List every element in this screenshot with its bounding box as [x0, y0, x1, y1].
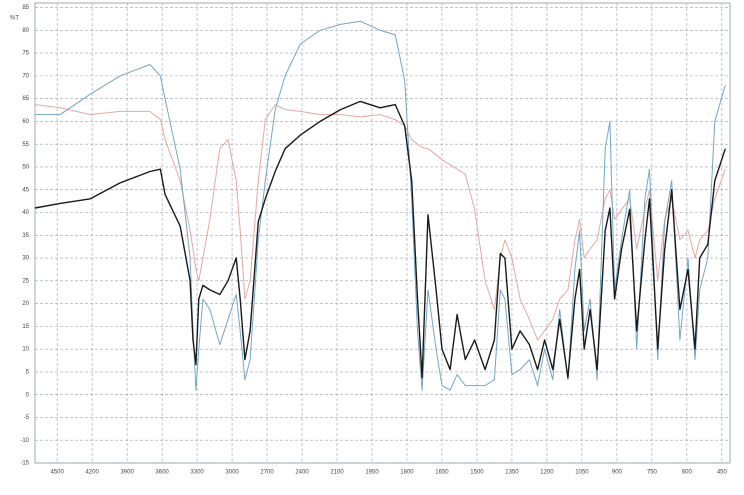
x-tick-label: 900 [612, 470, 623, 476]
x-tick-label: 1500 [470, 470, 484, 476]
y-tick-label: 80 [22, 28, 29, 34]
x-tick-label: 3900 [120, 470, 134, 476]
spectrum-line [34, 104, 726, 341]
y-tick-label: 35 [22, 233, 29, 239]
x-tick-label: 2700 [260, 470, 274, 476]
x-tick-label: 750 [647, 470, 658, 476]
y-tick-label: 70 [22, 73, 29, 79]
x-tick-label: 1200 [540, 470, 554, 476]
y-tick-label: 25 [22, 278, 29, 284]
x-tick-label: 600 [682, 470, 693, 476]
y-tick-label: 55 [22, 142, 29, 148]
y-tick-label: 10 [22, 347, 29, 353]
x-tick-label: 1800 [400, 470, 414, 476]
x-tick-label: 1950 [365, 470, 379, 476]
y-tick-label: 40 [22, 210, 29, 216]
x-tick-label: 4200 [85, 470, 99, 476]
x-tick-label: 1650 [435, 470, 449, 476]
spectrum-line [34, 100, 726, 379]
y-tick-label: 50 [22, 165, 29, 171]
y-tick-label: 15 [22, 324, 29, 330]
y-tick-label: 0 [26, 392, 30, 398]
x-tick-label: 450 [717, 470, 728, 476]
x-tick-label: 3600 [155, 470, 169, 476]
y-tick-label: -15 [20, 461, 29, 467]
x-tick-label: 2100 [330, 470, 344, 476]
y-axis-label: %T [10, 16, 19, 22]
x-tick-label: 1350 [505, 470, 519, 476]
y-tick-label: 45 [22, 187, 29, 193]
y-tick-label: 65 [22, 96, 29, 102]
y-tick-label: 5 [26, 369, 30, 375]
y-tick-label: 75 [22, 51, 29, 57]
y-tick-label: -10 [20, 438, 29, 444]
x-tick-label: 1050 [575, 470, 589, 476]
x-tick-label: 3000 [225, 470, 239, 476]
x-tick-label: 4500 [50, 470, 64, 476]
y-tick-label: 30 [22, 256, 29, 262]
y-tick-label: 20 [22, 301, 29, 307]
y-tick-label: 85 [22, 5, 29, 11]
x-tick-label: 3300 [190, 470, 204, 476]
plot-area [34, 2, 731, 464]
x-tick-label: 2400 [295, 470, 309, 476]
y-tick-label: -5 [24, 415, 30, 421]
y-tick-label: 60 [22, 119, 29, 125]
